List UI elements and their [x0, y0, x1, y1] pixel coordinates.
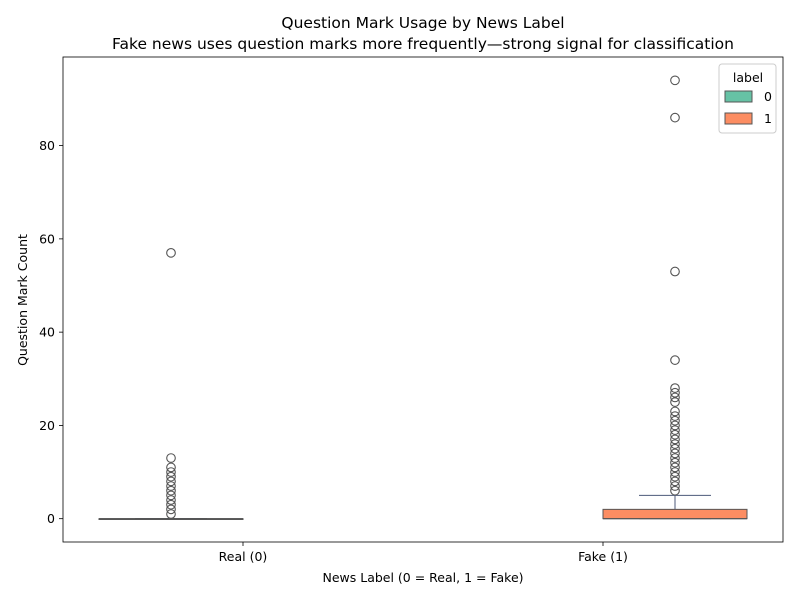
- outlier-point: [670, 266, 680, 277]
- outlier-point: [670, 476, 680, 487]
- outlier-point: [166, 462, 176, 473]
- y-tick-label: 80: [39, 138, 55, 153]
- outlier-point: [670, 453, 680, 463]
- outlier-point: [670, 406, 680, 417]
- y-tick-label: 0: [47, 511, 55, 526]
- outlier-point: [166, 248, 176, 258]
- legend-title: label: [733, 70, 763, 85]
- outlier-point: [670, 387, 680, 398]
- outlier-point: [166, 509, 176, 519]
- y-axis: 0 20 40 60 80: [39, 138, 63, 526]
- box-group: [98, 248, 244, 520]
- outlier-point: [670, 420, 680, 431]
- outlier-point: [166, 504, 176, 515]
- outlier-point: [670, 481, 680, 491]
- legend: label 01: [718, 63, 777, 134]
- legend-label: 0: [764, 89, 772, 104]
- outlier-point: [166, 453, 176, 463]
- y-tick-label: 20: [39, 418, 55, 433]
- outlier-point: [670, 355, 680, 365]
- outlier-point: [166, 471, 176, 482]
- outlier-point: [670, 397, 680, 407]
- plot-area: [98, 75, 748, 520]
- box-group: [602, 75, 748, 520]
- x-tick-label: Real (0): [219, 549, 268, 564]
- outlier-point: [670, 425, 680, 435]
- outlier-point: [670, 485, 680, 496]
- chart-subtitle: Fake news uses question marks more frequ…: [112, 35, 734, 53]
- outlier-point: [670, 443, 680, 454]
- x-axis-label: News Label (0 = Real, 1 = Fake): [322, 570, 523, 585]
- outlier-point: [670, 434, 680, 445]
- outlier-point: [670, 429, 680, 440]
- outlier-point: [670, 392, 680, 403]
- axes-frame: [62, 56, 784, 543]
- outlier-point: [670, 467, 680, 477]
- outlier-point: [670, 75, 680, 86]
- outlier-point: [670, 112, 680, 123]
- x-tick-label: Fake (1): [578, 549, 628, 564]
- y-tick-label: 60: [39, 231, 55, 246]
- outlier-point: [166, 499, 176, 510]
- outlier-point: [670, 415, 680, 426]
- box: [602, 508, 748, 520]
- outlier-point: [166, 476, 176, 487]
- outlier-point: [166, 481, 176, 491]
- outlier-point: [166, 485, 176, 496]
- outlier-point: [670, 383, 680, 393]
- y-tick-label: 40: [39, 325, 55, 340]
- outlier-point: [670, 439, 680, 449]
- x-axis: Real (0) Fake (1): [219, 542, 628, 564]
- outlier-point: [670, 462, 680, 473]
- legend-label: 1: [764, 111, 772, 126]
- y-axis-label: Question Mark Count: [15, 234, 30, 366]
- outlier-point: [166, 467, 176, 477]
- outlier-point: [166, 495, 176, 505]
- legend-swatch: [724, 90, 753, 103]
- outlier-point: [166, 490, 176, 501]
- legend-entries: 01: [724, 89, 772, 126]
- outlier-point: [670, 411, 680, 421]
- outlier-point: [670, 471, 680, 482]
- chart-title: Question Mark Usage by News Label: [281, 14, 564, 32]
- outlier-point: [670, 457, 680, 468]
- legend-swatch: [724, 112, 753, 125]
- outlier-point: [670, 448, 680, 459]
